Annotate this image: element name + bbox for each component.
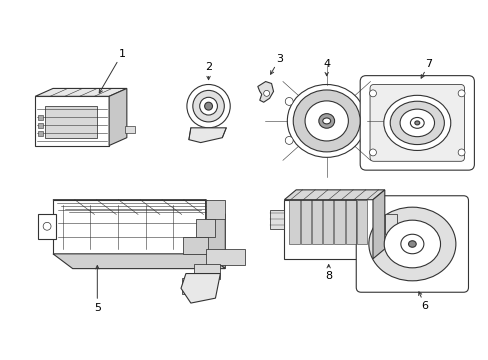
Bar bbox=[205, 249, 244, 265]
Bar bbox=[311, 200, 322, 244]
Circle shape bbox=[199, 97, 217, 115]
Polygon shape bbox=[35, 96, 109, 145]
Bar bbox=[356, 200, 366, 244]
Circle shape bbox=[457, 149, 464, 156]
Circle shape bbox=[457, 90, 464, 97]
Ellipse shape bbox=[407, 241, 415, 247]
Text: 6: 6 bbox=[421, 301, 428, 311]
Circle shape bbox=[192, 90, 224, 122]
Polygon shape bbox=[124, 126, 135, 133]
Polygon shape bbox=[35, 89, 126, 96]
Ellipse shape bbox=[409, 117, 423, 128]
Circle shape bbox=[360, 136, 367, 144]
Ellipse shape bbox=[305, 101, 347, 141]
Ellipse shape bbox=[287, 85, 366, 157]
Bar bbox=[38, 131, 43, 136]
Bar bbox=[334, 200, 344, 244]
Ellipse shape bbox=[383, 95, 450, 150]
Bar bbox=[269, 210, 284, 229]
Circle shape bbox=[369, 90, 376, 97]
FancyBboxPatch shape bbox=[356, 196, 468, 292]
Bar bbox=[300, 200, 310, 244]
Polygon shape bbox=[53, 254, 225, 269]
Text: 5: 5 bbox=[94, 303, 101, 313]
Ellipse shape bbox=[400, 234, 423, 254]
Polygon shape bbox=[284, 190, 384, 200]
Bar bbox=[193, 264, 220, 279]
Polygon shape bbox=[181, 274, 220, 303]
Polygon shape bbox=[45, 106, 97, 138]
Polygon shape bbox=[257, 82, 273, 102]
Bar bbox=[38, 115, 43, 120]
Circle shape bbox=[360, 98, 367, 105]
Bar bbox=[195, 219, 215, 237]
Text: 4: 4 bbox=[323, 59, 329, 69]
Bar bbox=[205, 200, 225, 219]
Ellipse shape bbox=[293, 90, 360, 152]
Bar bbox=[38, 123, 43, 128]
Ellipse shape bbox=[318, 114, 334, 128]
Polygon shape bbox=[188, 128, 226, 143]
Circle shape bbox=[43, 222, 51, 230]
Text: 1: 1 bbox=[118, 49, 125, 59]
FancyBboxPatch shape bbox=[360, 76, 473, 170]
Bar bbox=[53, 200, 205, 254]
Bar bbox=[284, 200, 372, 259]
Bar bbox=[183, 237, 207, 254]
FancyBboxPatch shape bbox=[369, 85, 464, 161]
FancyBboxPatch shape bbox=[38, 215, 56, 239]
Polygon shape bbox=[205, 200, 225, 269]
Text: 8: 8 bbox=[325, 271, 331, 282]
Text: 3: 3 bbox=[275, 54, 283, 64]
Ellipse shape bbox=[384, 220, 440, 268]
Bar bbox=[289, 200, 299, 244]
Polygon shape bbox=[109, 89, 126, 145]
Text: 2: 2 bbox=[204, 62, 212, 72]
Bar bbox=[345, 200, 355, 244]
Circle shape bbox=[369, 149, 376, 156]
Ellipse shape bbox=[399, 109, 434, 137]
Ellipse shape bbox=[414, 121, 419, 125]
Ellipse shape bbox=[368, 207, 455, 281]
Circle shape bbox=[285, 98, 292, 105]
Ellipse shape bbox=[322, 118, 330, 124]
Bar bbox=[384, 215, 396, 234]
Text: 7: 7 bbox=[425, 59, 432, 69]
Polygon shape bbox=[53, 200, 225, 215]
Circle shape bbox=[186, 85, 230, 128]
Bar bbox=[182, 278, 195, 294]
Circle shape bbox=[204, 102, 212, 110]
Polygon shape bbox=[372, 190, 384, 259]
Circle shape bbox=[285, 136, 292, 144]
Circle shape bbox=[263, 90, 269, 96]
Bar bbox=[323, 200, 333, 244]
Ellipse shape bbox=[389, 101, 444, 145]
